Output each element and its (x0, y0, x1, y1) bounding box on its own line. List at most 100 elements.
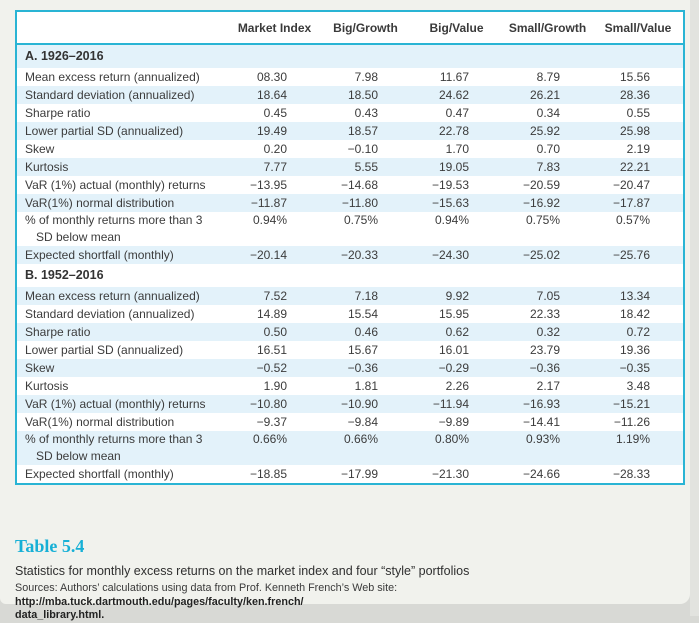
cell-value: −15.21 (612, 397, 650, 411)
table-row: Standard deviation (annualized) 18.64 18.5… (16, 86, 684, 104)
cell-value: 0.66% (252, 432, 287, 446)
cell-value: −11.26 (613, 415, 650, 429)
table-row: Sharpe ratio 0.45 0.43 0.47 0.34 0.55 (16, 104, 684, 122)
cell-value: 0.55 (626, 106, 650, 120)
cell-value: 18.50 (347, 88, 378, 102)
cell-value: 0.46 (354, 325, 378, 339)
cell-value: 18.64 (256, 88, 287, 102)
table-row: Skew 0.20 −0.10 1.70 0.70 2.19 (16, 140, 684, 158)
cell-value: 0.47 (445, 106, 469, 120)
cell-value: 22.78 (438, 124, 469, 138)
cell-value: 7.18 (354, 289, 378, 303)
cell-value: 0.80% (434, 432, 469, 446)
cell-value: −10.80 (249, 397, 287, 411)
column-header-big-growth: Big/Growth (320, 11, 411, 45)
cell-value: 24.62 (438, 88, 469, 102)
cell-value: 15.95 (438, 307, 469, 321)
cell-value: 19.36 (619, 343, 650, 357)
row-label: Standard deviation (annualized) (25, 307, 195, 321)
table-row: % of monthly returns more than 3 SD below… (16, 212, 684, 246)
cell-value: 14.89 (256, 307, 287, 321)
cell-value: −16.92 (522, 196, 560, 210)
column-header-small-value: Small/Value (593, 11, 684, 45)
cell-value: 11.67 (439, 70, 469, 84)
cell-value: −15.63 (431, 196, 469, 210)
panel-label: B. 1952–2016 (25, 268, 104, 282)
table-row: VaR(1%) normal distribution −11.87 −11.80 −… (16, 194, 684, 212)
cell-value: 7.77 (263, 160, 287, 174)
cell-value: 08.30 (256, 70, 287, 84)
cell-value: 23.79 (529, 343, 560, 357)
row-label: Kurtosis (25, 160, 69, 174)
cell-value: 0.34 (536, 106, 560, 120)
row-label: Sharpe ratio (25, 325, 91, 339)
row-label: VaR(1%) normal distribution (25, 415, 175, 429)
cell-value: 1.19% (615, 432, 650, 446)
cell-value: 0.66% (343, 432, 378, 446)
row-label: Expected shortfall (monthly) (25, 467, 174, 481)
cell-value: −11.87 (250, 196, 287, 210)
panel-label: A. 1926–2016 (25, 49, 104, 63)
row-label: Expected shortfall (monthly) (25, 248, 174, 262)
cell-value: 0.45 (263, 106, 287, 120)
row-label: % of monthly returns more than 3 SD below… (16, 431, 229, 465)
cell-value: 0.57% (615, 213, 650, 227)
cell-value: −0.36 (529, 361, 560, 375)
cell-value: −0.10 (347, 142, 378, 156)
cell-value: 22.33 (529, 307, 560, 321)
table-number: Table 5.4 (15, 536, 85, 556)
cell-value: 1.90 (263, 379, 287, 393)
row-label-line2: SD below mean (36, 229, 121, 244)
cell-value: 0.20 (263, 142, 287, 156)
cell-value: 7.52 (263, 289, 287, 303)
cell-value: −17.87 (612, 196, 650, 210)
cell-value: 0.75% (343, 213, 378, 227)
table-header: Market Index Big/Growth Big/Value Small/… (16, 11, 684, 45)
cell-value: 16.51 (256, 343, 287, 357)
cell-value: 19.49 (256, 124, 287, 138)
table-row: Kurtosis 1.90 1.81 2.26 2.17 3.48 (16, 377, 684, 395)
row-label-line1: % of monthly returns more than 3 (25, 213, 203, 227)
cell-value: 2.26 (445, 379, 469, 393)
cell-value: −0.35 (619, 361, 650, 375)
sources-url: http://mba.tuck.dartmouth.edu/pages/facu… (15, 595, 304, 622)
row-label: Standard deviation (annualized) (25, 88, 195, 102)
column-header-big-value: Big/Value (411, 11, 502, 45)
table-row: Lower partial SD (annualized) 16.51 15.67 1… (16, 341, 684, 359)
cell-value: −28.33 (612, 467, 650, 481)
cell-value: −16.93 (522, 397, 560, 411)
row-label: Lower partial SD (annualized) (25, 124, 184, 138)
cell-value: −14.41 (522, 415, 560, 429)
cell-value: 7.05 (536, 289, 560, 303)
table-caption: Statistics for monthly excess returns on… (15, 564, 470, 578)
cell-value: 0.50 (263, 325, 287, 339)
cell-value: 5.55 (354, 160, 378, 174)
cell-value: −13.95 (249, 178, 287, 192)
panel-header-row: B. 1952–2016 (16, 264, 684, 287)
cell-value: 7.83 (536, 160, 560, 174)
statistics-table: Market Index Big/Growth Big/Value Small/… (15, 10, 685, 485)
row-label: VaR(1%) normal distribution (25, 196, 175, 210)
cell-value: −25.02 (522, 248, 560, 262)
row-label: Skew (25, 142, 55, 156)
row-label: Lower partial SD (annualized) (25, 343, 184, 357)
table-row: Lower partial SD (annualized) 19.49 18.57 2… (16, 122, 684, 140)
header-row: Market Index Big/Growth Big/Value Small/… (16, 11, 684, 45)
cell-value: −20.47 (612, 178, 650, 192)
cell-value: 0.93% (525, 432, 560, 446)
cell-value: 0.62 (445, 325, 469, 339)
cell-value: 18.57 (347, 124, 378, 138)
cell-value: 0.75% (525, 213, 560, 227)
table-row: Expected shortfall (monthly) −20.14 −20.33… (16, 246, 684, 264)
cell-value: −19.53 (431, 178, 469, 192)
table-row: VaR (1%) actual (monthly) returns −10.80 −… (16, 395, 684, 413)
row-label: Skew (25, 361, 55, 375)
cell-value: 9.92 (445, 289, 469, 303)
table-row: Expected shortfall (monthly) −18.85 −17.99… (16, 465, 684, 484)
table-row: Mean excess return (annualized) 7.52 7.18 9… (16, 287, 684, 305)
cell-value: −25.76 (612, 248, 650, 262)
cell-value: −24.30 (431, 248, 469, 262)
cell-value: −20.33 (340, 248, 378, 262)
table-row: Kurtosis 7.77 5.55 19.05 7.83 22.21 (16, 158, 684, 176)
cell-value: −18.85 (249, 467, 287, 481)
